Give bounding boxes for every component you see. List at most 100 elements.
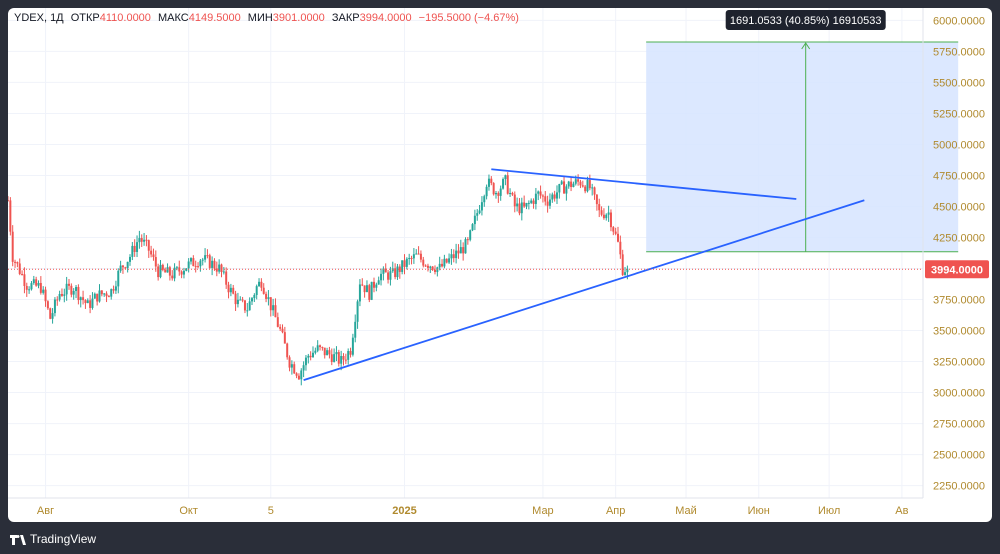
candle-body	[459, 247, 462, 254]
price-tick-label: 4750.0000	[933, 170, 985, 182]
candle-body	[389, 271, 392, 280]
candle-body	[312, 352, 314, 358]
candle-body	[387, 272, 390, 280]
tradingview-brand[interactable]: TradingView	[10, 532, 96, 546]
candle-body	[405, 258, 408, 267]
candle-body	[234, 293, 237, 305]
candle-body	[539, 191, 542, 196]
price-tick-label: 3500.0000	[933, 326, 985, 338]
candle-body	[72, 291, 75, 295]
candle-body	[621, 254, 624, 275]
price-tick-label: 3250.0000	[933, 357, 985, 369]
trendlines[interactable]	[303, 168, 865, 382]
candle-body	[283, 332, 286, 344]
candle-body	[537, 191, 540, 194]
candle-body	[77, 286, 80, 301]
candle-body	[279, 326, 282, 329]
candle-body	[49, 308, 52, 319]
price-tick-label: 5500.0000	[933, 77, 985, 89]
candle-body	[171, 275, 174, 279]
candle-body	[51, 313, 54, 319]
candle-body	[600, 210, 603, 215]
candle-body	[570, 181, 573, 188]
candle-body	[194, 266, 197, 268]
candle-body	[483, 196, 486, 203]
candle-body	[565, 186, 568, 194]
candle-body	[417, 253, 420, 255]
candle-body	[129, 256, 131, 262]
time-axis[interactable]: Авг Окт 5 2025 Мар Апр Май Июн Июл Ав	[8, 497, 923, 517]
price-tick-label: 5750.0000	[933, 46, 985, 58]
candle-body	[443, 258, 446, 267]
candle-body	[58, 293, 61, 300]
candle-body	[520, 202, 523, 214]
candle-body	[28, 289, 31, 291]
candle-body	[105, 293, 108, 297]
candle-body	[363, 285, 366, 293]
candle-body	[415, 253, 418, 255]
candle-body	[314, 350, 317, 353]
candle-body	[328, 350, 331, 355]
candle-body	[544, 196, 547, 202]
close-value: 3994.0000	[359, 12, 412, 24]
candle-body	[429, 266, 432, 268]
candle-body	[215, 268, 218, 272]
candle-body	[502, 179, 505, 189]
candle-body	[260, 281, 263, 288]
candle-body	[361, 284, 364, 286]
candle-body	[527, 202, 530, 204]
candle-body	[222, 271, 225, 273]
candle-body	[546, 201, 549, 206]
last-price-badge	[925, 260, 989, 279]
candle-body	[326, 350, 329, 356]
candle-body	[107, 296, 110, 298]
candle-body	[342, 356, 345, 360]
candle-body	[145, 239, 148, 241]
candle-body	[333, 354, 336, 362]
candle-body	[117, 270, 120, 287]
last-price-label: 3994.0000	[931, 264, 983, 276]
time-tick-label: 2025	[392, 505, 416, 517]
candle-body	[18, 263, 21, 274]
candle-body	[619, 241, 622, 255]
candle-body	[373, 281, 375, 288]
candle-body	[258, 281, 261, 287]
candle-body	[86, 300, 89, 304]
candle-body	[302, 365, 305, 371]
symbol-label[interactable]: YDEX, 1Д	[14, 12, 64, 24]
candle-body	[124, 267, 127, 269]
candle-body	[445, 258, 448, 263]
candle-body	[89, 300, 92, 308]
candle-body	[398, 266, 401, 272]
measure-tool[interactable]: 1691.0533 (40.85%) 16910533	[646, 10, 959, 253]
price-tick-label: 2500.0000	[933, 450, 985, 462]
candle-body	[53, 299, 56, 314]
candle-body	[248, 301, 251, 311]
candle-body	[532, 200, 535, 204]
candle-body	[39, 282, 42, 293]
candle-body	[480, 202, 483, 211]
candle-body	[485, 186, 488, 197]
candle-body	[213, 260, 216, 269]
candle-body	[16, 262, 19, 264]
candle-body	[8, 200, 9, 202]
candle-body	[511, 192, 514, 195]
candle-body	[581, 185, 584, 187]
price-axis[interactable]: 2250.0000 2500.0000 2750.0000 3000.0000 3250…	[922, 8, 989, 498]
candle-body	[30, 283, 33, 290]
candle-body	[208, 255, 211, 268]
candle-body	[60, 293, 63, 296]
tradingview-logo-icon	[10, 534, 26, 545]
candle-body	[598, 204, 601, 211]
open-value: 4110.0000	[99, 12, 151, 24]
candle-body	[490, 178, 493, 184]
candle-body	[426, 265, 429, 268]
candle-body	[534, 193, 537, 204]
candle-body	[431, 266, 434, 270]
low-label: МИН	[247, 12, 273, 24]
chart-canvas[interactable]: 1691.0533 (40.85%) 16910533 2250.0000 250…	[8, 8, 992, 522]
candle-body	[164, 269, 167, 273]
candle-body	[68, 283, 70, 286]
time-tick-label: Май	[675, 505, 697, 517]
candle-body	[492, 183, 495, 195]
